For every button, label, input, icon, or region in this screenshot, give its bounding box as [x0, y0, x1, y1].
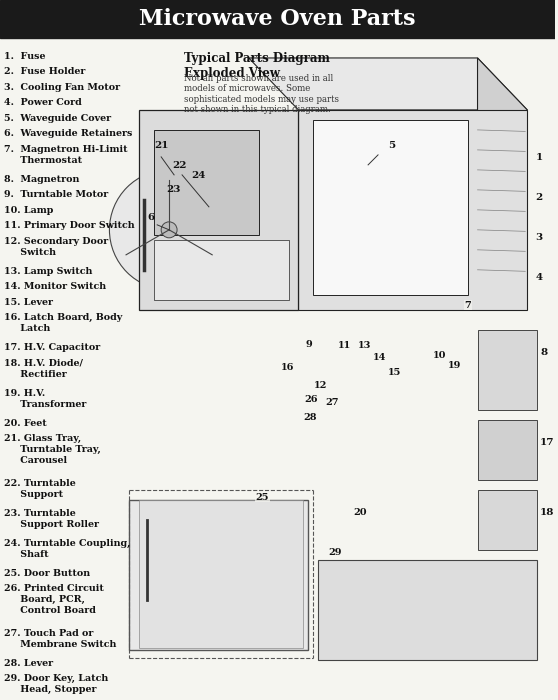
Text: 19. H.V.
     Transformer: 19. H.V. Transformer — [4, 389, 86, 409]
Polygon shape — [154, 240, 288, 300]
Text: 2: 2 — [535, 193, 542, 202]
Text: 13. Lamp Switch: 13. Lamp Switch — [4, 267, 93, 276]
Text: 5.  Waveguide Cover: 5. Waveguide Cover — [4, 114, 111, 123]
Polygon shape — [478, 58, 527, 310]
Text: 17: 17 — [540, 438, 555, 447]
Bar — [192, 248, 210, 258]
Text: 28: 28 — [304, 413, 317, 421]
Bar — [220, 264, 238, 274]
Text: 1.  Fuse: 1. Fuse — [4, 52, 46, 61]
Text: 20. Feet: 20. Feet — [4, 419, 47, 428]
Polygon shape — [299, 110, 527, 310]
Polygon shape — [154, 130, 259, 234]
Text: 11. Primary Door Switch: 11. Primary Door Switch — [4, 221, 134, 230]
Text: 28. Lever: 28. Lever — [4, 659, 53, 668]
Text: 8.  Magnetron: 8. Magnetron — [4, 175, 79, 184]
Text: 24. Turntable Coupling,
     Shaft: 24. Turntable Coupling, Shaft — [4, 538, 131, 559]
Text: 7.  Magnetron Hi-Limit
     Thermostat: 7. Magnetron Hi-Limit Thermostat — [4, 145, 128, 165]
Text: 14. Monitor Switch: 14. Monitor Switch — [4, 282, 106, 291]
Text: 22: 22 — [172, 161, 186, 170]
Text: 15: 15 — [388, 368, 401, 377]
Text: 5: 5 — [388, 141, 395, 150]
Circle shape — [161, 222, 177, 238]
Circle shape — [109, 170, 229, 290]
Text: 3: 3 — [535, 233, 542, 242]
Text: 10: 10 — [433, 351, 446, 360]
Text: 6: 6 — [147, 213, 155, 222]
Text: 9: 9 — [305, 340, 312, 349]
Polygon shape — [478, 420, 537, 480]
Text: 6.  Waveguide Retainers: 6. Waveguide Retainers — [4, 130, 132, 139]
Text: 20: 20 — [353, 508, 367, 517]
Text: 26. Printed Circuit
     Board, PCR,
     Control Board: 26. Printed Circuit Board, PCR, Control … — [4, 584, 104, 615]
Text: 10. Lamp: 10. Lamp — [4, 206, 54, 215]
Text: 8: 8 — [540, 348, 547, 357]
Text: 25: 25 — [256, 493, 269, 502]
Text: 16: 16 — [281, 363, 294, 372]
Text: Typical Parts Diagram
Exploded View: Typical Parts Diagram Exploded View — [184, 52, 330, 80]
Text: 13: 13 — [358, 341, 372, 350]
Text: Microwave Oven Parts: Microwave Oven Parts — [140, 8, 416, 30]
Text: 12. Secondary Door
     Switch: 12. Secondary Door Switch — [4, 237, 108, 257]
Text: 4.  Power Cord: 4. Power Cord — [4, 99, 81, 107]
Text: 18. H.V. Diode/
     Rectifier: 18. H.V. Diode/ Rectifier — [4, 358, 83, 379]
Text: 7: 7 — [465, 301, 472, 310]
Polygon shape — [314, 120, 468, 295]
Polygon shape — [478, 490, 537, 550]
Text: 17. H.V. Capacitor: 17. H.V. Capacitor — [4, 343, 100, 352]
Text: 22. Turntable
     Support: 22. Turntable Support — [4, 479, 76, 499]
Text: 2.  Fuse Holder: 2. Fuse Holder — [4, 67, 85, 76]
Bar — [164, 248, 182, 258]
Text: 12: 12 — [314, 381, 327, 390]
Polygon shape — [129, 500, 309, 650]
Text: 11: 11 — [338, 341, 352, 350]
Polygon shape — [140, 500, 304, 648]
Text: 29. Door Key, Latch
     Head, Stopper: 29. Door Key, Latch Head, Stopper — [4, 674, 108, 694]
Text: 3.  Cooling Fan Motor: 3. Cooling Fan Motor — [4, 83, 120, 92]
Text: 23: 23 — [166, 185, 181, 194]
Bar — [164, 264, 182, 274]
Text: 27: 27 — [325, 398, 339, 407]
Bar — [220, 248, 238, 258]
Text: 14: 14 — [373, 353, 387, 362]
Text: 4: 4 — [535, 273, 542, 282]
Text: 16. Latch Board, Body
     Latch: 16. Latch Board, Body Latch — [4, 314, 122, 333]
Text: 19: 19 — [448, 360, 461, 370]
Text: 25. Door Button: 25. Door Button — [4, 568, 90, 578]
Bar — [192, 264, 210, 274]
Text: Not all parts shown are used in all
models of microwaves. Some
sophisticated mod: Not all parts shown are used in all mode… — [184, 74, 339, 114]
Text: 21. Glass Tray,
     Turntable Tray,
     Carousel: 21. Glass Tray, Turntable Tray, Carousel — [4, 434, 101, 466]
Polygon shape — [249, 58, 527, 110]
Text: 29: 29 — [328, 547, 342, 556]
Text: 26: 26 — [305, 395, 318, 404]
Text: 23. Turntable
     Support Roller: 23. Turntable Support Roller — [4, 509, 99, 528]
Polygon shape — [478, 330, 537, 410]
Polygon shape — [319, 559, 537, 659]
Polygon shape — [140, 110, 299, 310]
Text: 18: 18 — [540, 508, 555, 517]
Text: 15. Lever: 15. Lever — [4, 298, 53, 307]
Text: 9.  Turntable Motor: 9. Turntable Motor — [4, 190, 108, 199]
Text: 24: 24 — [191, 171, 205, 180]
Text: 1: 1 — [535, 153, 542, 162]
Text: 27. Touch Pad or
     Membrane Switch: 27. Touch Pad or Membrane Switch — [4, 629, 117, 649]
Text: 21: 21 — [154, 141, 169, 150]
Bar — [0, 0, 555, 38]
